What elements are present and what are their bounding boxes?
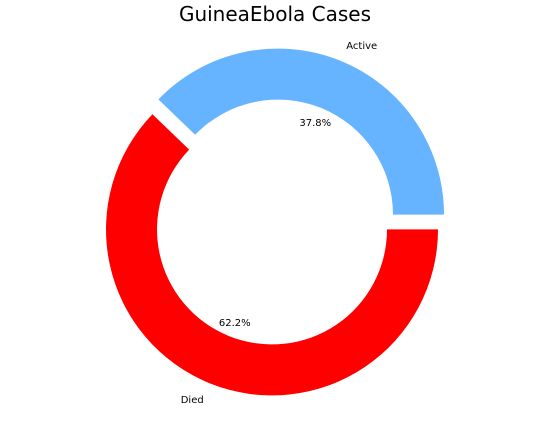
slice-died bbox=[106, 114, 439, 396]
percent-label-active: 37.8% bbox=[299, 118, 331, 129]
slice-label-died: Died bbox=[181, 395, 204, 406]
percent-label-died: 62.2% bbox=[219, 318, 251, 329]
slice-active bbox=[158, 48, 444, 215]
chart-title: GuineaEbola Cases bbox=[179, 2, 371, 26]
slice-label-active: Active bbox=[346, 41, 377, 52]
